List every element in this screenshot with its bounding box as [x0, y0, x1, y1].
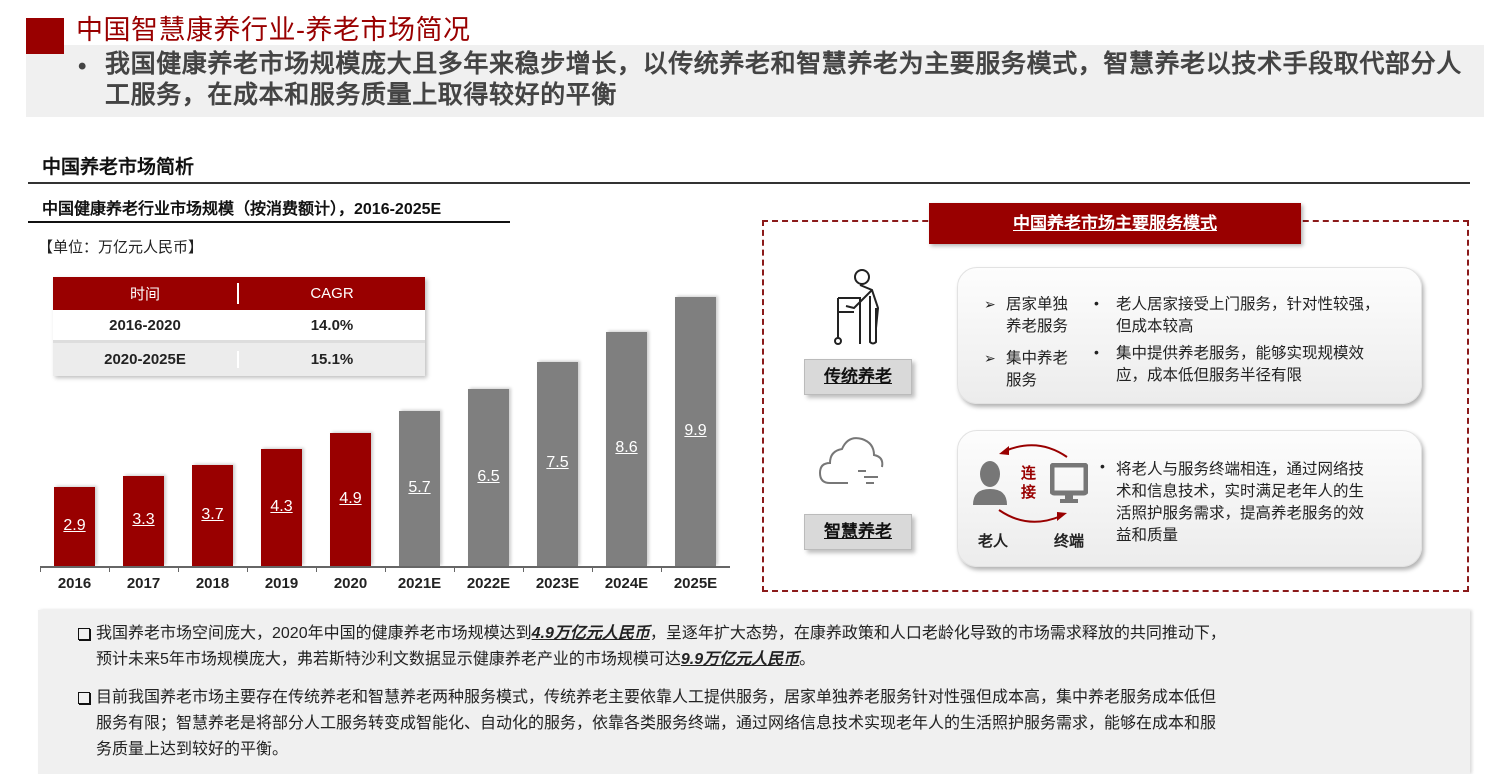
cagr-table: 时间 CAGR 2016-2020 14.0% 2020-2025E 15.1% [53, 277, 425, 376]
elderly-walker-icon [834, 269, 880, 345]
summary-banner [26, 45, 1484, 117]
checkbox-bullet-icon [78, 692, 90, 704]
elder-person-icon [973, 461, 1007, 505]
banner-text: 我国健康养老市场规模庞大且多年来稳步增长，以传统养老和智慧养老为主要服务模式，智… [105, 50, 1462, 109]
bar-value-label: 8.6 [615, 439, 638, 456]
smart-mode-label: 智慧养老 [804, 514, 912, 550]
terminal-monitor-icon [1050, 463, 1088, 503]
service-description: 老人居家接受上门服务，针对性较强， 但成本较高 [1116, 296, 1380, 335]
bar-value-label: 3.3 [132, 511, 155, 528]
traditional-mode-card: ➢ 居家单独 养老服务 • 老人居家接受上门服务，针对性较强， 但成本较高 ➢ … [957, 267, 1422, 404]
x-tick [523, 566, 524, 572]
summary-paragraph-1: 我国养老市场空间庞大，2020年中国的健康养老市场规模达到4.9万亿元人民币，呈… [96, 625, 1226, 668]
elder-label: 老人 [978, 533, 1009, 550]
bar-value-label: 6.5 [477, 467, 500, 485]
highlight-2020-size: 4.9万亿元人民币 [531, 625, 650, 642]
x-tick-label: 2021E [397, 575, 442, 592]
cell-cagr: 14.0% [310, 316, 354, 334]
x-tick [316, 566, 317, 572]
dot-bullet: • [1100, 458, 1105, 474]
arrow-bullet-icon: ➢ [984, 296, 996, 312]
x-tick-label: 2023E [535, 575, 580, 592]
x-tick-label: 2017 [126, 575, 161, 592]
header-cell-cagr: CAGR [310, 285, 354, 302]
summary-paragraph-2: 目前我国养老市场主要存在传统养老和智慧养老两种服务模式，传统养老主要依靠人工提供… [96, 689, 1217, 758]
chart-unit-label: 【单位：万亿元人民币】 [38, 239, 204, 256]
checkbox-bullet-icon [78, 628, 90, 640]
bar-2019: 4.3 [261, 449, 302, 566]
bar-value-label: 4.9 [339, 489, 362, 507]
bar-2024E: 8.6 [606, 332, 647, 566]
title-marker [26, 18, 64, 54]
bar-value-label: 5.7 [408, 478, 431, 496]
dot-bullet: • [1094, 344, 1099, 360]
x-tick-label: 2016 [57, 575, 92, 592]
x-tick [592, 566, 593, 572]
section-divider [28, 182, 1470, 184]
page-title: 中国智慧康养行业-养老市场简况 [76, 15, 471, 45]
header-cell-period: 时间 [53, 283, 239, 304]
x-tick [385, 566, 386, 572]
chart-title-divider [28, 221, 510, 223]
bar-2023E: 7.5 [537, 362, 578, 566]
bar-value-label: 4.3 [270, 497, 293, 515]
bar-value-label: 7.5 [546, 454, 569, 471]
cell-period: 2020-2025E [53, 351, 239, 368]
connect-label: 连 接 [1021, 465, 1037, 501]
smart-mode-card: 连 接 老人 终端 • 将老人与服务终端相连，通过网络技 术和信息技术，实时满足… [957, 430, 1422, 567]
bar-2022E: 6.5 [468, 389, 509, 566]
table-row: 2016-2020 14.0% [53, 310, 425, 343]
chart-title: 中国健康养老行业市场规模（按消费额计），2016-2025E [42, 201, 442, 218]
terminal-label: 终端 [1054, 533, 1085, 550]
banner-bullet: • [78, 53, 87, 80]
cell-cagr: 15.1% [310, 351, 354, 368]
bar-2016: 2.9 [54, 487, 95, 566]
x-tick-label: 2022E [466, 575, 511, 592]
x-tick [109, 566, 110, 572]
bar-2018: 3.7 [192, 465, 233, 566]
section-title: 中国养老市场简析 [42, 157, 195, 178]
service-description: 集中提供养老服务，能够实现规模效 应，成本低但服务半径有限 [1116, 345, 1365, 384]
x-tick-label: 2024E [604, 575, 649, 592]
cagr-table-header: 时间 CAGR [53, 277, 425, 310]
service-name: 集中养老 服务 [1006, 350, 1069, 389]
bar-2021E: 5.7 [399, 411, 440, 566]
x-tick [247, 566, 248, 572]
x-tick-label: 2018 [195, 575, 230, 592]
service-name: 居家单独 养老服务 [1006, 296, 1069, 335]
dot-bullet: • [1094, 295, 1099, 311]
connect-arrow-bottom-icon [998, 509, 1067, 523]
traditional-mode-label: 传统养老 [804, 359, 912, 395]
summary-box: 我国养老市场空间庞大，2020年中国的健康养老市场规模达到4.9万亿元人民币，呈… [38, 610, 1470, 774]
connect-arrow-top-icon [999, 444, 1068, 458]
bar-value-label: 9.9 [684, 421, 707, 439]
x-tick [178, 566, 179, 572]
service-modes-header: 中国养老市场主要服务模式 [929, 203, 1301, 244]
x-tick-label: 2025E [673, 575, 718, 592]
bar-value-label: 2.9 [63, 516, 86, 534]
x-axis [40, 566, 730, 568]
bar-2020: 4.9 [330, 433, 371, 566]
highlight-2025-size: 9.9万亿元人民币 [680, 651, 800, 668]
x-tick [454, 566, 455, 572]
bar-2017: 3.3 [123, 476, 164, 566]
arrow-bullet-icon: ➢ [984, 350, 996, 366]
bar-value-label: 3.7 [201, 505, 224, 523]
x-tick-label: 2019 [264, 575, 299, 592]
x-tick [661, 566, 662, 572]
x-tick-label: 2020 [333, 575, 368, 592]
bar-2025E: 9.9 [675, 297, 716, 566]
x-tick [40, 566, 41, 572]
cell-period: 2016-2020 [53, 316, 239, 334]
cloud-connect-icon [818, 437, 884, 484]
table-row: 2020-2025E 15.1% [53, 343, 425, 376]
smart-description: 将老人与服务终端相连，通过网络技 术和信息技术，实时满足老年人的生 活照护服务需… [1116, 461, 1365, 544]
